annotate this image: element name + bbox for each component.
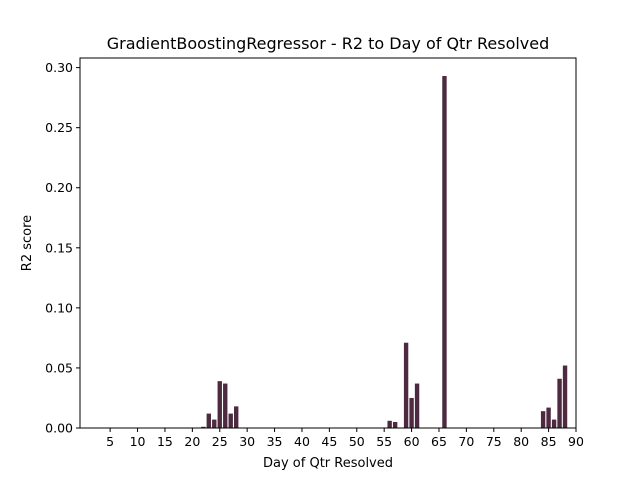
x-tick-label: 70: [458, 434, 474, 449]
x-axis-label: Day of Qtr Resolved: [263, 456, 393, 471]
x-tick-label: 35: [267, 434, 283, 449]
x-tick-label: 15: [157, 434, 173, 449]
y-axis-label: R2 score: [20, 215, 35, 271]
bar-day-24: [212, 419, 217, 428]
y-tick-label: 0.20: [45, 180, 73, 195]
plot-frame: [79, 57, 577, 429]
bar-day-60: [409, 397, 414, 428]
x-tick-label: 45: [321, 434, 337, 449]
bar-day-23: [206, 413, 211, 428]
bar-day-22: [201, 426, 206, 428]
bar-day-86: [551, 419, 557, 428]
x-tick-label: 30: [239, 434, 255, 449]
bars-group: [201, 76, 568, 429]
bar-day-26: [223, 383, 228, 428]
bar-day-88: [562, 365, 568, 428]
y-tick-label: 0.25: [45, 120, 73, 135]
y-ticks-group: 0.00 0.05 0.10 0.15 0.20 0.25 0.30: [45, 60, 80, 436]
x-tick-label: 10: [130, 434, 146, 449]
y-tick-label: 0.10: [45, 300, 73, 315]
bar-day-84: [540, 411, 546, 428]
x-tick-label: 50: [349, 434, 365, 449]
x-tick-label: 20: [184, 434, 200, 449]
bar-day-56: [387, 420, 392, 428]
bar-day-59: [403, 342, 409, 428]
x-tick-label: 60: [404, 434, 420, 449]
x-tick-label: 25: [212, 434, 228, 449]
x-tick-label: 85: [541, 434, 557, 449]
x-ticks-group: 5 10 15 20 25 30 35 40 45 50 55 60 65 70 75 80 85 90: [106, 428, 584, 449]
bar-day-25: [217, 381, 222, 428]
y-tick-label: 0.05: [45, 360, 73, 375]
chart-title: GradientBoostingRegressor - R2 to Day of…: [107, 34, 550, 53]
bar-day-85: [546, 407, 551, 428]
bar-day-28: [234, 406, 239, 428]
bar-day-57: [392, 421, 398, 428]
bar-day-66: [442, 76, 447, 429]
bar-day-87: [557, 378, 562, 428]
x-tick-label: 75: [486, 434, 502, 449]
y-tick-label: 0.30: [45, 60, 73, 75]
y-tick-label: 0.15: [45, 240, 73, 255]
y-tick-label: 0.00: [45, 421, 73, 436]
x-tick-label: 90: [568, 434, 584, 449]
x-tick-label: 65: [431, 434, 447, 449]
x-tick-label: 5: [106, 434, 114, 449]
x-tick-label: 40: [294, 434, 310, 449]
x-tick-label: 80: [513, 434, 529, 449]
x-tick-label: 55: [376, 434, 392, 449]
bar-day-61: [414, 383, 420, 428]
bar-day-27: [228, 413, 233, 428]
